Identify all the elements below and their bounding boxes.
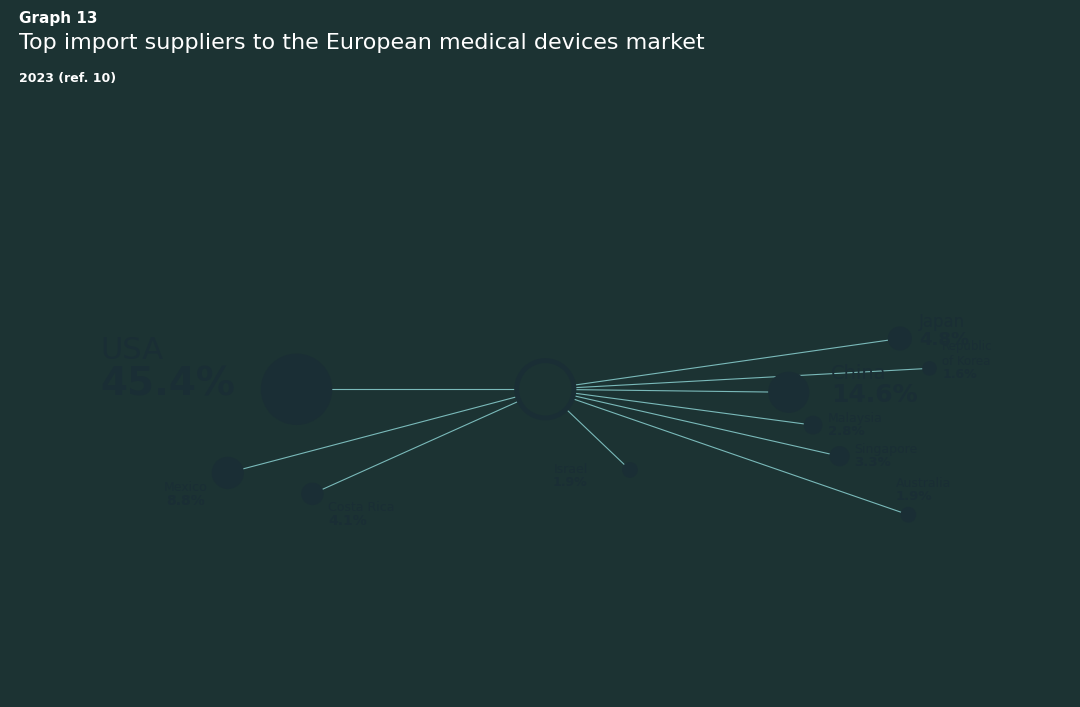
Text: Graph 13: Graph 13 <box>19 11 98 26</box>
Ellipse shape <box>889 327 912 350</box>
Text: 1.6%: 1.6% <box>942 368 976 381</box>
Ellipse shape <box>769 373 809 412</box>
Text: Japan: Japan <box>919 313 966 332</box>
Text: 8.8%: 8.8% <box>166 493 205 508</box>
Ellipse shape <box>805 416 822 434</box>
Text: 45.4%: 45.4% <box>100 366 235 404</box>
Text: Israel: Israel <box>553 463 588 476</box>
Ellipse shape <box>213 457 243 489</box>
Text: Top import suppliers to the European medical devices market: Top import suppliers to the European med… <box>19 33 705 54</box>
Text: 3.3%: 3.3% <box>854 456 891 469</box>
Text: China: China <box>832 364 887 383</box>
Ellipse shape <box>623 463 637 477</box>
Ellipse shape <box>831 447 849 466</box>
Text: Republic
of Korea: Republic of Korea <box>942 340 993 368</box>
Ellipse shape <box>923 362 936 375</box>
Text: 1.9%: 1.9% <box>553 476 588 489</box>
Text: USA: USA <box>100 337 164 366</box>
Text: Malaysia: Malaysia <box>828 412 882 425</box>
Text: 14.6%: 14.6% <box>832 383 918 407</box>
Text: Mexico: Mexico <box>163 481 207 493</box>
Text: Costa Rica: Costa Rica <box>328 501 395 513</box>
Text: 2.8%: 2.8% <box>828 425 864 438</box>
Text: Singapore: Singapore <box>854 443 918 456</box>
Ellipse shape <box>261 354 332 424</box>
Text: 4.1%: 4.1% <box>328 513 367 527</box>
Text: Australia: Australia <box>895 477 951 490</box>
Ellipse shape <box>302 484 323 504</box>
Text: 4.8%: 4.8% <box>919 332 969 349</box>
Ellipse shape <box>901 508 916 522</box>
Text: 1.9%: 1.9% <box>895 490 932 503</box>
Text: 2023 (ref. 10): 2023 (ref. 10) <box>19 71 117 85</box>
